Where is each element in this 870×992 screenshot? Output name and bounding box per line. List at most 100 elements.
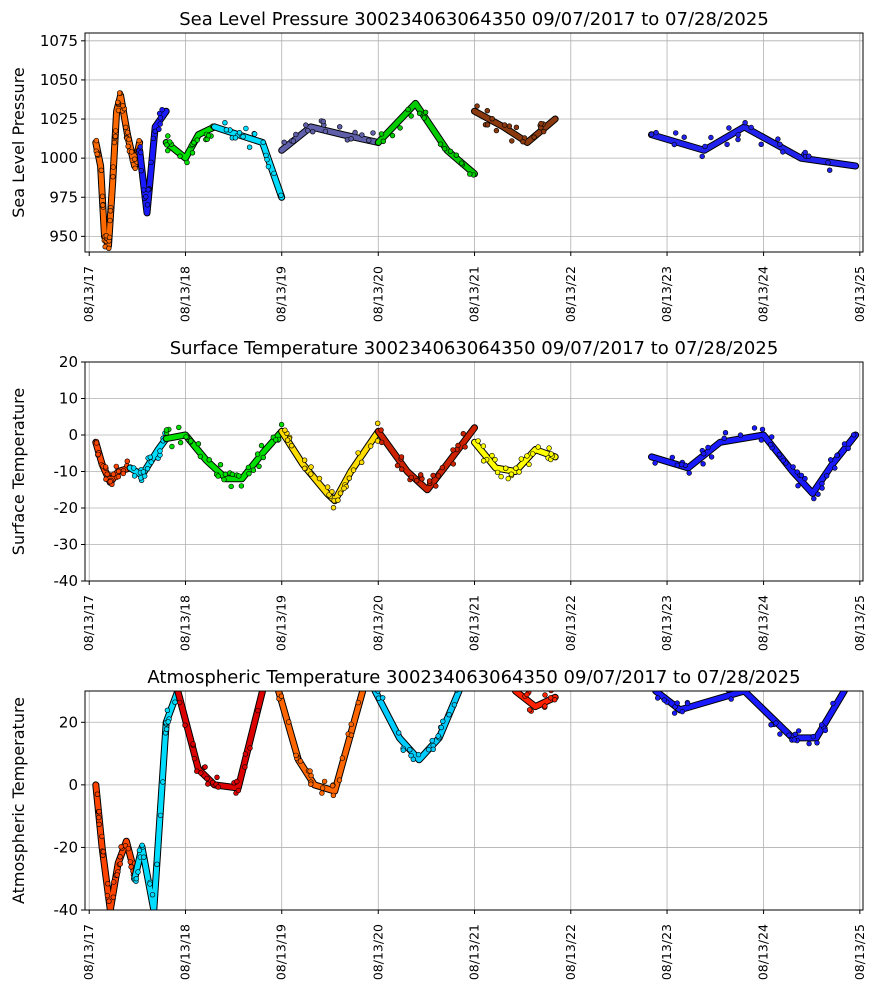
data-point: [389, 132, 396, 139]
x-tick-label: 08/13/25: [852, 924, 867, 980]
x-tick-label: 08/13/25: [852, 266, 867, 322]
data-point: [164, 142, 170, 148]
data-point: [154, 861, 160, 867]
data-point: [117, 861, 124, 867]
data-point: [286, 719, 292, 725]
data-point: [742, 119, 748, 126]
data-point: [265, 163, 272, 170]
data-point: [106, 234, 113, 241]
data-point: [141, 854, 147, 860]
data-point: [190, 741, 196, 747]
data-point: [147, 454, 154, 460]
data-point: [205, 132, 212, 139]
data-point: [819, 485, 825, 491]
data-point: [157, 448, 163, 454]
data-point: [131, 473, 138, 479]
data-point: [671, 141, 677, 148]
data-point: [114, 99, 121, 106]
data-point: [810, 733, 816, 740]
data-point: [661, 697, 667, 703]
data-point: [156, 110, 163, 117]
data-point: [301, 457, 308, 463]
data-point: [359, 132, 365, 138]
data-point: [100, 202, 106, 208]
data-point: [322, 128, 329, 135]
data-point: [336, 777, 343, 783]
data-point: [240, 134, 246, 140]
data-point: [105, 880, 111, 887]
data-point: [652, 460, 658, 466]
data-point: [246, 470, 252, 477]
data-point: [790, 464, 796, 470]
data-point: [671, 710, 678, 716]
data-point: [654, 695, 661, 701]
data-point: [242, 764, 248, 770]
data-point: [258, 442, 265, 449]
data-point: [107, 208, 114, 214]
data-point: [375, 420, 381, 426]
data-point: [408, 113, 414, 119]
data-point: [93, 137, 100, 144]
data-point: [182, 722, 188, 728]
x-tick-label: 08/13/22: [563, 266, 578, 322]
data-point: [113, 463, 120, 470]
x-tick-label: 08/13/23: [659, 924, 674, 980]
y-tick-label: 1075: [40, 32, 78, 50]
data-point: [708, 454, 715, 460]
data-point: [215, 473, 221, 479]
data-point: [308, 772, 314, 779]
data-point: [795, 728, 802, 734]
series-outline: [374, 424, 478, 494]
data-point: [133, 875, 140, 882]
x-tick-label: 08/13/17: [81, 595, 96, 651]
data-point: [524, 453, 530, 459]
data-point: [139, 842, 145, 848]
y-tick-label: 0: [68, 776, 78, 794]
data-point: [150, 135, 157, 142]
data-point: [110, 471, 117, 477]
data-point: [830, 700, 836, 707]
data-point: [337, 124, 343, 130]
data-point: [329, 782, 336, 789]
data-point: [748, 124, 754, 131]
data-point: [400, 747, 406, 753]
data-point: [165, 147, 171, 154]
data-point: [341, 485, 347, 492]
data-point: [214, 774, 220, 780]
data-point: [686, 470, 692, 476]
data-point: [191, 755, 198, 762]
data-point: [255, 707, 261, 714]
x-tick-label: 08/13/21: [467, 924, 482, 980]
y-tick-label: -40: [54, 572, 79, 590]
chart-panel-1: 950 975 1000 1025 1050 1075 08/13/17 08/13/18 08…: [9, 9, 867, 322]
data-point: [115, 473, 122, 480]
data-point: [110, 164, 116, 170]
data-point: [217, 462, 224, 468]
data-point: [422, 109, 429, 116]
data-point: [330, 505, 337, 511]
data-point: [250, 467, 257, 473]
data-point: [120, 102, 126, 109]
data-point: [421, 115, 427, 121]
data-point: [111, 139, 118, 146]
data-point: [96, 821, 102, 827]
data-point: [346, 475, 352, 481]
data-point: [157, 115, 164, 121]
data-point: [94, 151, 100, 157]
data-point: [394, 462, 401, 469]
data-point: [460, 431, 466, 437]
data-point: [826, 167, 833, 173]
y-tick-label: 0: [68, 426, 78, 444]
data-point: [538, 120, 544, 127]
data-point: [122, 124, 129, 131]
data-point: [114, 872, 120, 878]
data-point: [435, 733, 441, 739]
data-point: [815, 491, 821, 497]
data-point: [480, 443, 487, 449]
data-point: [308, 781, 314, 787]
data-point: [160, 779, 166, 785]
data-point: [145, 187, 152, 193]
data-point: [735, 132, 741, 138]
data-point: [96, 814, 102, 821]
data-point: [728, 696, 734, 702]
